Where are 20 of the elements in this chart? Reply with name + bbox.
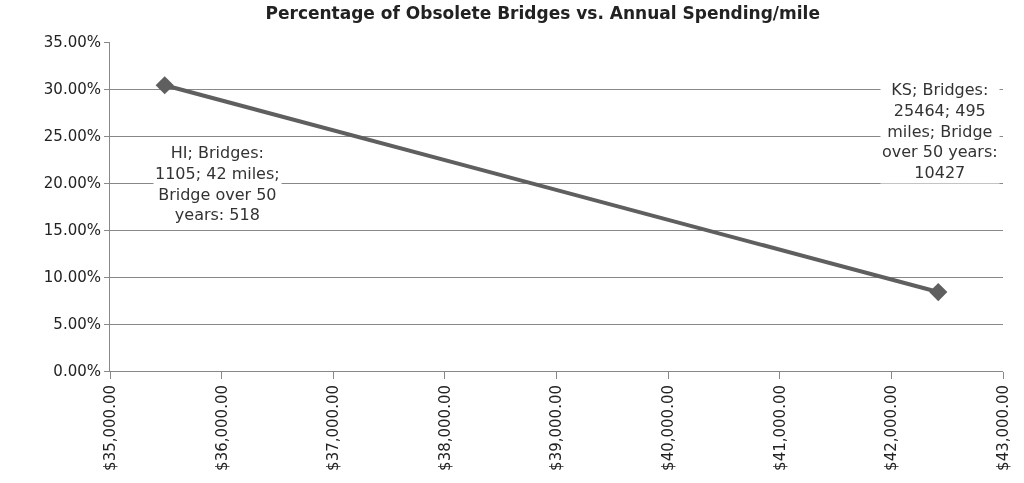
x-tick-label: $39,000.00 — [547, 385, 566, 471]
y-tick-label: 0.00% — [53, 362, 101, 381]
y-tick-label: 25.00% — [43, 127, 101, 146]
y-tick-label: 30.00% — [43, 80, 101, 99]
x-tick-label: $38,000.00 — [435, 385, 454, 471]
y-tick-label: 20.00% — [43, 174, 101, 193]
chart-title: Percentage of Obsolete Bridges vs. Annual Spending/mile — [265, 3, 820, 24]
x-tick-label: $43,000.00 — [993, 385, 1012, 471]
y-tick-label: 10.00% — [43, 268, 101, 287]
y-tick-label: 15.00% — [43, 221, 101, 240]
x-tick-label: $37,000.00 — [324, 385, 343, 471]
annotation: KS; Bridges: 25464; 495 miles; Bridge over 50 years: 10427 — [882, 80, 998, 183]
x-tick-label: $41,000.00 — [770, 385, 789, 471]
x-tick-label: $42,000.00 — [882, 385, 901, 471]
x-tick-label: $35,000.00 — [100, 385, 119, 471]
y-tick-label: 35.00% — [43, 33, 101, 52]
x-tick-label: $40,000.00 — [659, 385, 678, 471]
annotation: HI; Bridges: 1105; 42 miles; Bridge over 50 years: 518 — [155, 143, 280, 225]
x-tick-label: $36,000.00 — [212, 385, 231, 471]
y-tick-label: 5.00% — [53, 315, 101, 334]
